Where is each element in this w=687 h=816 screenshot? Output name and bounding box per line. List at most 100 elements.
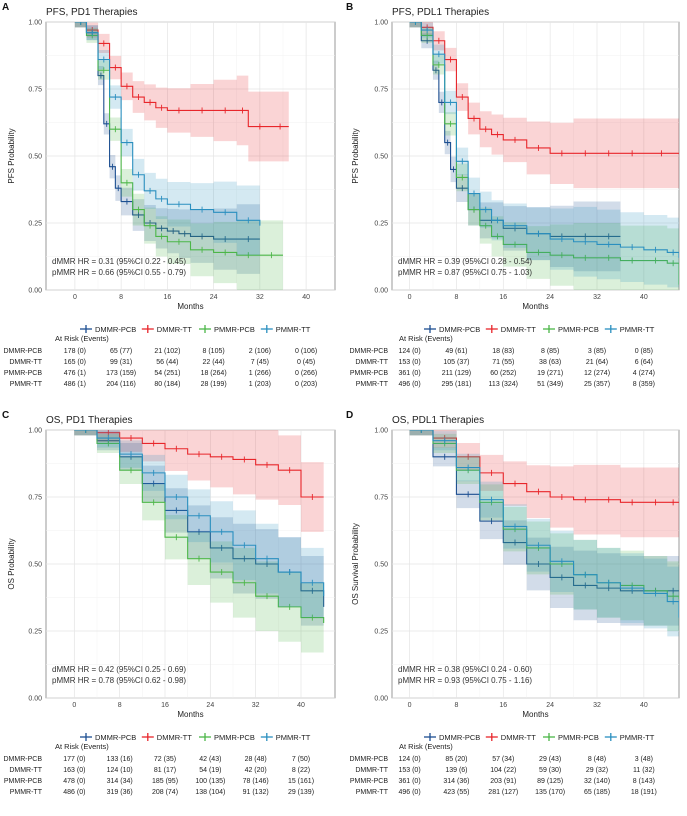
ci-band-dmmr-tt bbox=[74, 430, 324, 532]
risk-cell: 361 (0) bbox=[398, 778, 420, 785]
ci-band-pmmr-tt bbox=[409, 430, 679, 653]
y-tick-label: 0.75 bbox=[374, 495, 388, 502]
legend-label: PMMR-PCB bbox=[558, 325, 599, 334]
y-tick-label: 1.00 bbox=[374, 20, 388, 27]
risk-cell: 281 (127) bbox=[488, 789, 518, 796]
y-tick-label: 0.75 bbox=[374, 87, 388, 94]
risk-row-label: DMMR-TT bbox=[355, 359, 388, 366]
risk-cell: 185 (95) bbox=[152, 778, 178, 785]
legend-label: DMMR-TT bbox=[501, 733, 536, 742]
y-tick-label: 1.00 bbox=[28, 428, 42, 435]
risk-cell: 8 (105) bbox=[203, 348, 225, 355]
km-curve-pmmr-tt bbox=[74, 22, 261, 226]
km-chart-b: B PFS, PDL1 Therapies 0 8 16 24 32 40 0.00 0.25 0.… bbox=[346, 2, 680, 388]
risk-cell: 135 (170) bbox=[535, 789, 565, 796]
risk-cell: 0 (45) bbox=[297, 359, 315, 366]
risk-cell: 165 (0) bbox=[64, 359, 86, 366]
risk-cell: 28 (199) bbox=[201, 381, 227, 388]
panel-label: A bbox=[2, 2, 9, 13]
risk-cell: 476 (1) bbox=[64, 370, 86, 377]
legend-label: DMMR-TT bbox=[157, 325, 192, 334]
risk-cell: 18 (264) bbox=[201, 370, 227, 377]
km-chart-d: D OS, PDL1 Therapies 0 8 16 24 32 40 0.00 0.25 0.5… bbox=[346, 410, 680, 796]
y-tick-label: 0.00 bbox=[28, 288, 42, 295]
risk-row-label: DMMR-PCB bbox=[4, 756, 43, 763]
risk-row-label: PMMR-TT bbox=[356, 381, 389, 388]
risk-cell: 57 (34) bbox=[492, 756, 514, 763]
y-axis-label: PFS Probability bbox=[7, 128, 16, 183]
x-tick-label: 0 bbox=[73, 294, 77, 301]
x-tick-label: 0 bbox=[72, 702, 76, 709]
risk-cell: 8 (22) bbox=[292, 767, 310, 774]
risk-row-label: DMMR-PCB bbox=[350, 348, 389, 355]
risk-cell: 91 (132) bbox=[243, 789, 269, 796]
y-tick-label: 0.50 bbox=[374, 154, 388, 161]
risk-cell: 11 (32) bbox=[633, 767, 655, 774]
x-tick-label: 8 bbox=[454, 294, 458, 301]
y-tick-label: 0.25 bbox=[28, 629, 42, 636]
x-tick-label: 8 bbox=[454, 702, 458, 709]
km-curve-pmmr-tt bbox=[409, 22, 679, 258]
risk-cell: 208 (74) bbox=[152, 789, 178, 796]
curves-group bbox=[409, 430, 679, 653]
legend-label: PMMR-TT bbox=[276, 325, 311, 334]
risk-cell: 29 (32) bbox=[586, 767, 608, 774]
risk-cell: 8 (143) bbox=[633, 778, 655, 785]
risk-row-label: PMMR-PCB bbox=[350, 370, 388, 377]
risk-cell: 153 (0) bbox=[398, 767, 420, 774]
legend-label: PMMR-TT bbox=[620, 733, 655, 742]
risk-cell: 173 (159) bbox=[106, 370, 136, 377]
risk-cell: 65 (185) bbox=[584, 789, 610, 796]
risk-cell: 314 (36) bbox=[443, 778, 469, 785]
km-curve-pmmr-tt bbox=[74, 430, 325, 597]
x-tick-label: 16 bbox=[161, 702, 169, 709]
chart-title: PFS, PDL1 Therapies bbox=[392, 7, 489, 18]
risk-cell: 99 (31) bbox=[110, 359, 132, 366]
risk-cell: 124 (0) bbox=[398, 348, 420, 355]
x-tick-label: 24 bbox=[210, 294, 218, 301]
x-tick-label: 32 bbox=[256, 294, 264, 301]
legend-label: DMMR-TT bbox=[501, 325, 536, 334]
km-chart-c: C OS, PD1 Therapies 0 8 16 24 32 40 0.00 0.25 0.50… bbox=[2, 410, 336, 796]
risk-cell: 18 (83) bbox=[492, 348, 514, 355]
ci-band-pmmr-tt bbox=[74, 22, 260, 261]
x-axis-label: Months bbox=[177, 302, 203, 311]
x-tick-label: 16 bbox=[499, 294, 507, 301]
risk-cell: 7 (50) bbox=[292, 756, 310, 763]
legend-label: DMMR-PCB bbox=[95, 325, 136, 334]
risk-cell: 496 (0) bbox=[398, 381, 420, 388]
risk-cell: 42 (20) bbox=[245, 767, 267, 774]
y-tick-label: 0.75 bbox=[28, 87, 42, 94]
risk-cell: 29 (43) bbox=[539, 756, 561, 763]
risk-cell: 8 (85) bbox=[541, 348, 559, 355]
risk-cell: 478 (0) bbox=[63, 778, 85, 785]
y-tick-label: 0.00 bbox=[374, 288, 388, 295]
risk-cell: 51 (349) bbox=[537, 381, 563, 388]
legend-label: DMMR-PCB bbox=[95, 733, 136, 742]
ci-band-pmmr-pcb bbox=[74, 22, 283, 290]
risk-row-label: DMMR-PCB bbox=[4, 348, 43, 355]
hr-annotation: dMMR HR = 0.31 (95%CI 0.22 - 0.45) bbox=[52, 257, 186, 266]
risk-cell: 113 (324) bbox=[489, 381, 518, 388]
risk-cell: 54 (251) bbox=[154, 370, 180, 377]
x-tick-label: 16 bbox=[163, 294, 171, 301]
risk-row-label: DMMR-TT bbox=[9, 359, 42, 366]
risk-cell: 319 (36) bbox=[107, 789, 133, 796]
risk-cell: 423 (55) bbox=[443, 789, 469, 796]
ci-band-dmmr-pcb bbox=[409, 430, 679, 626]
risk-cell: 0 (266) bbox=[295, 370, 317, 377]
risk-cell: 0 (106) bbox=[295, 348, 317, 355]
risk-cell: 21 (64) bbox=[586, 359, 608, 366]
risk-table-header: At Risk (Events) bbox=[399, 742, 453, 751]
risk-row-label: PMMR-PCB bbox=[4, 370, 42, 377]
risk-row-label: PMMR-PCB bbox=[4, 778, 42, 785]
risk-cell: 1 (203) bbox=[249, 381, 271, 388]
hr-annotation: pMMR HR = 0.93 (95%CI 0.75 - 1.16) bbox=[398, 676, 532, 685]
x-tick-label: 24 bbox=[206, 702, 214, 709]
risk-cell: 204 (116) bbox=[106, 381, 135, 388]
risk-cell: 177 (0) bbox=[63, 756, 85, 763]
chart-title: PFS, PD1 Therapies bbox=[46, 7, 138, 18]
hr-annotation: dMMR HR = 0.38 (95%CI 0.24 - 0.60) bbox=[398, 665, 532, 674]
x-tick-label: 40 bbox=[640, 294, 648, 301]
ci-band-dmmr-pcb bbox=[409, 22, 621, 272]
